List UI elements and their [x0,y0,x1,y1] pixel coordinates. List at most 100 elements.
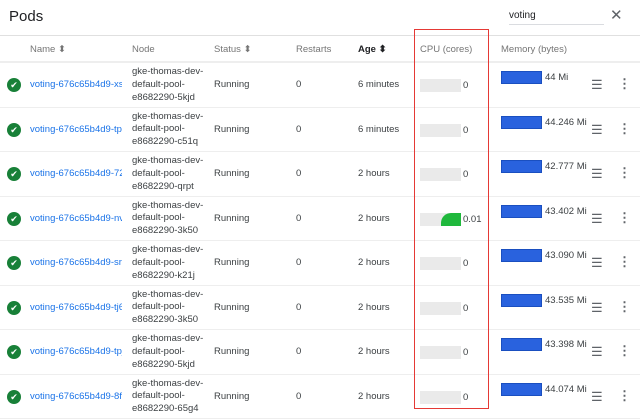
restarts: 0 [296,124,301,135]
check-circle-icon: ✔ [7,256,21,270]
pod-name-link[interactable]: voting-676c65b4d9-xs- [30,79,122,90]
cpu-value: 0 [463,258,468,269]
table-row: ✔ voting-676c65b4d9-tpr gke-thomas-dev- … [0,108,640,153]
logs-icon[interactable]: ☰ [591,255,603,271]
cpu-bar [420,257,461,270]
memory-bar [501,116,542,129]
memory-bar [501,205,542,218]
cpu-bar [420,79,461,92]
more-vert-icon[interactable]: ⋮ [618,76,631,92]
memory-bar [501,160,542,173]
memory-value: 44.074 Mi [545,383,587,396]
node-name: gke-thomas-dev- default-pool- e8682290-5… [132,66,203,104]
table-header: Name ⬍ Node Status ⬍ Restarts Age ⬍ CPU … [0,36,640,63]
age: 2 hours [358,391,390,402]
check-circle-icon: ✔ [7,123,21,137]
memory-bar [501,338,542,351]
memory-value: 43.090 Mi [545,249,587,262]
column-node: Node [132,44,155,55]
restarts: 0 [296,168,301,179]
restarts: 0 [296,346,301,357]
age: 2 hours [358,257,390,268]
table-row: ✔ voting-676c65b4d9-tj6 gke-thomas-dev- … [0,286,640,331]
more-vert-icon[interactable]: ⋮ [618,121,631,137]
node-name: gke-thomas-dev- default-pool- e8682290-5… [132,333,203,371]
status: Running [214,391,249,402]
cpu-bar-fill [441,213,462,226]
cpu-value: 0 [463,169,468,180]
pod-name-link[interactable]: voting-676c65b4d9-tpr [30,124,122,135]
restarts: 0 [296,257,301,268]
logs-icon[interactable]: ☰ [591,344,603,360]
cpu-value: 0 [463,347,468,358]
age: 6 minutes [358,124,399,135]
status: Running [214,79,249,90]
memory-value: 44.246 Mi [545,116,587,129]
memory-value: 43.398 Mi [545,338,587,351]
restarts: 0 [296,213,301,224]
memory-bar [501,249,542,262]
logs-icon[interactable]: ☰ [591,122,603,138]
status: Running [214,213,249,224]
check-circle-icon: ✔ [7,345,21,359]
more-vert-icon[interactable]: ⋮ [618,254,631,270]
table-row: ✔ voting-676c65b4d9-xs- gke-thomas-dev- … [0,63,640,108]
column-age[interactable]: Age ⬍ [358,44,387,55]
cpu-value: 0.01 [463,214,482,225]
page-title: Pods [9,8,43,25]
more-vert-icon[interactable]: ⋮ [618,343,631,359]
logs-icon[interactable]: ☰ [591,166,603,182]
check-circle-icon: ✔ [7,301,21,315]
age: 6 minutes [358,79,399,90]
memory-value: 43.535 Mi [545,294,587,307]
more-vert-icon[interactable]: ⋮ [618,299,631,315]
status: Running [214,168,249,179]
pod-name-link[interactable]: voting-676c65b4d9-tj6 [30,302,122,313]
memory-value: 43.402 Mi [545,205,587,218]
logs-icon[interactable]: ☰ [591,77,603,93]
table-row: ✔ voting-676c65b4d9-72 gke-thomas-dev- d… [0,152,640,197]
cpu-bar [420,213,461,226]
cpu-value: 0 [463,125,468,136]
check-circle-icon: ✔ [7,390,21,404]
cpu-bar [420,302,461,315]
more-vert-icon[interactable]: ⋮ [618,210,631,226]
column-status[interactable]: Status ⬍ [214,44,252,55]
column-restarts: Restarts [296,44,331,55]
restarts: 0 [296,391,301,402]
cpu-value: 0 [463,80,468,91]
memory-bar [501,294,542,307]
pod-name-link[interactable]: voting-676c65b4d9-72 [30,168,122,179]
search-input[interactable]: voting [509,6,604,25]
cpu-bar [420,124,461,137]
restarts: 0 [296,302,301,313]
column-memory: Memory (bytes) [501,44,567,55]
node-name: gke-thomas-dev- default-pool- e8682290-c… [132,111,203,149]
more-vert-icon[interactable]: ⋮ [618,165,631,181]
table-row: ✔ voting-676c65b4d9-srl gke-thomas-dev- … [0,241,640,286]
pod-name-link[interactable]: voting-676c65b4d9-nv [30,213,122,224]
node-name: gke-thomas-dev- default-pool- e8682290-6… [132,378,203,416]
cpu-bar [420,168,461,181]
table-row: ✔ voting-676c65b4d9-tpj gke-thomas-dev- … [0,330,640,375]
status: Running [214,346,249,357]
age: 2 hours [358,302,390,313]
cpu-bar [420,346,461,359]
more-vert-icon[interactable]: ⋮ [618,388,631,404]
cpu-value: 0 [463,392,468,403]
node-name: gke-thomas-dev- default-pool- e8682290-3… [132,289,203,327]
logs-icon[interactable]: ☰ [591,211,603,227]
logs-icon[interactable]: ☰ [591,300,603,316]
cpu-value: 0 [463,303,468,314]
restarts: 0 [296,79,301,90]
close-icon[interactable]: ✕ [610,6,623,24]
check-circle-icon: ✔ [7,78,21,92]
pod-name-link[interactable]: voting-676c65b4d9-tpj [30,346,122,357]
column-name[interactable]: Name ⬍ [30,44,66,55]
pod-name-link[interactable]: voting-676c65b4d9-8fl [30,391,122,402]
cpu-bar [420,391,461,404]
column-cpu: CPU (cores) [420,44,472,55]
node-name: gke-thomas-dev- default-pool- e8682290-k… [132,244,203,282]
pod-name-link[interactable]: voting-676c65b4d9-srl [30,257,122,268]
logs-icon[interactable]: ☰ [591,389,603,405]
